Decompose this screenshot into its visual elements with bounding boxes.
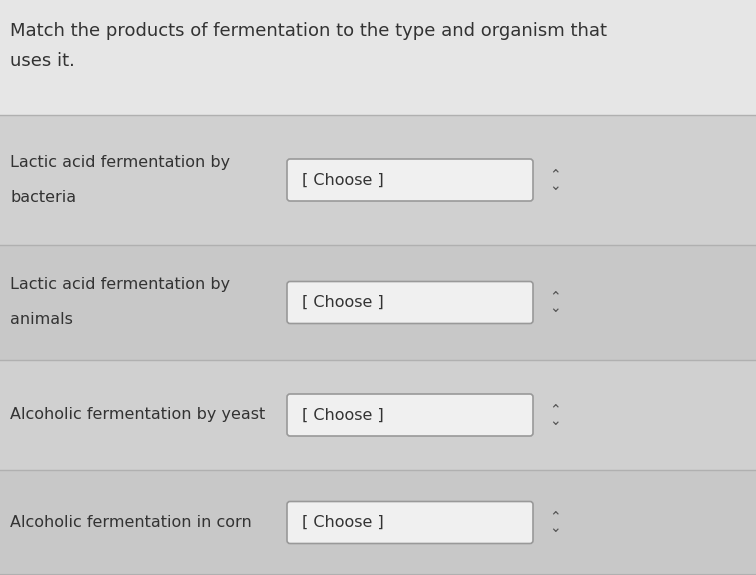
Text: [ Choose ]: [ Choose ]: [302, 172, 384, 187]
Text: [ Choose ]: [ Choose ]: [302, 515, 384, 530]
FancyBboxPatch shape: [0, 115, 756, 245]
Text: ⌄: ⌄: [549, 301, 561, 316]
Text: Alcoholic fermentation by yeast: Alcoholic fermentation by yeast: [10, 408, 265, 423]
FancyBboxPatch shape: [0, 360, 756, 470]
Text: ⌄: ⌄: [549, 522, 561, 535]
FancyBboxPatch shape: [287, 394, 533, 436]
Text: [ Choose ]: [ Choose ]: [302, 408, 384, 423]
FancyBboxPatch shape: [0, 245, 756, 360]
FancyBboxPatch shape: [287, 159, 533, 201]
FancyBboxPatch shape: [287, 282, 533, 324]
Text: [ Choose ]: [ Choose ]: [302, 295, 384, 310]
Text: ⌃: ⌃: [549, 289, 561, 304]
Text: uses it.: uses it.: [10, 52, 75, 70]
FancyBboxPatch shape: [287, 501, 533, 543]
Text: animals: animals: [10, 312, 73, 328]
Text: ⌃: ⌃: [549, 509, 561, 523]
FancyBboxPatch shape: [0, 0, 756, 115]
Text: ⌃: ⌃: [549, 167, 561, 181]
Text: Match the products of fermentation to the type and organism that: Match the products of fermentation to th…: [10, 22, 607, 40]
Text: ⌄: ⌄: [549, 179, 561, 193]
Text: bacteria: bacteria: [10, 190, 76, 205]
Text: Lactic acid fermentation by: Lactic acid fermentation by: [10, 155, 230, 170]
Text: Lactic acid fermentation by: Lactic acid fermentation by: [10, 278, 230, 293]
FancyBboxPatch shape: [0, 470, 756, 575]
Text: ⌄: ⌄: [549, 414, 561, 428]
Text: Alcoholic fermentation in corn: Alcoholic fermentation in corn: [10, 515, 252, 530]
Text: ⌃: ⌃: [549, 402, 561, 416]
